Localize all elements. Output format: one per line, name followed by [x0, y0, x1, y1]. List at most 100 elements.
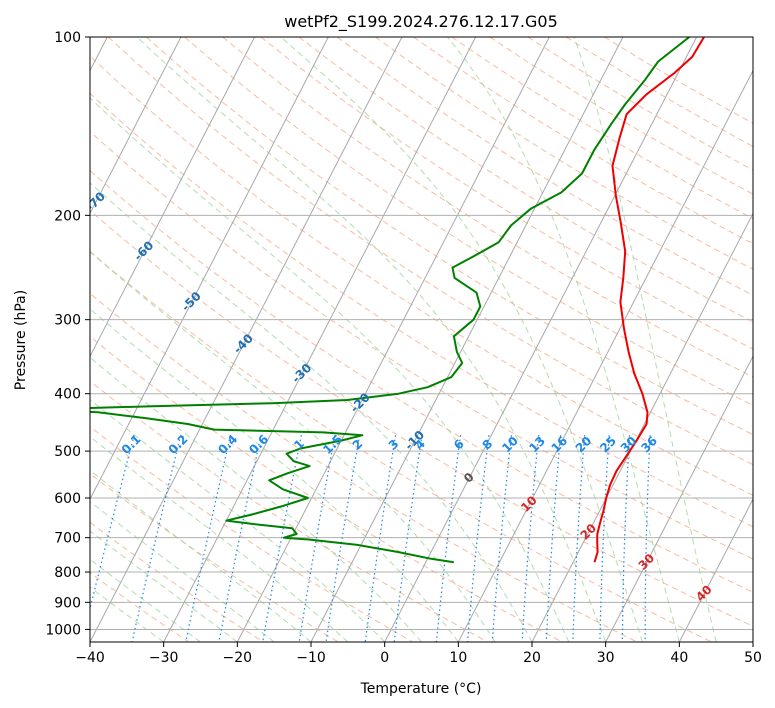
isotherm-line: [90, 37, 256, 358]
mixing-ratio-label: 16: [548, 434, 570, 456]
mixing-ratio-line: [364, 435, 397, 642]
mixing-ratio-line: [599, 435, 610, 642]
dry-adiabat-line: [90, 92, 753, 528]
moist-adiabat-line: [90, 97, 570, 642]
x-tick-label: 30: [597, 650, 615, 666]
moist-adiabat-line: [447, 37, 680, 642]
isotherm-line: [236, 37, 550, 642]
mixing-ratio-label: 20: [573, 434, 595, 456]
temperature-label: -70: [83, 189, 108, 214]
isotherm-line: [678, 498, 753, 642]
moist-adiabat-line: [90, 530, 238, 642]
moist-adiabat-line: [90, 586, 164, 642]
moist-adiabat-line: [90, 500, 275, 642]
dry-adiabat-line: [90, 169, 753, 593]
y-axis-label: Pressure (hPa): [13, 290, 29, 390]
dry-adiabat-line: [90, 572, 190, 642]
temperature-label: -90: [0, 101, 6, 126]
temperature-label-red: 20: [577, 521, 599, 543]
temperature-label-red: 40: [693, 582, 715, 604]
mixing-ratio-label: 1.5: [320, 432, 345, 457]
isotherm-line: [457, 69, 753, 642]
temperature-label: -80: [34, 142, 59, 167]
plot-area: -100-90-80-70-60-50-40-30-20-10010203040…: [0, 37, 753, 642]
x-tick-label: −10: [296, 650, 326, 666]
moist-adiabat-line: [136, 37, 607, 642]
temperature-label: -40: [231, 331, 256, 356]
temperature-profile-line: [593, 37, 705, 563]
y-tick-label: 600: [54, 491, 81, 507]
isotherm-line: [310, 37, 624, 642]
dewpoint-profile-line: [90, 37, 690, 564]
mixing-ratio-label: 0.4: [215, 432, 240, 457]
moist-adiabat-line: [90, 398, 386, 642]
y-tick-label: 500: [54, 444, 81, 460]
mixing-ratio-line: [185, 435, 231, 642]
x-tick-label: 20: [523, 650, 541, 666]
dry-adiabat-line: [489, 37, 753, 195]
isotherm-line: [752, 640, 753, 642]
y-tick-label: 700: [54, 531, 81, 547]
mixing-ratio-lines: [90, 435, 651, 642]
mixing-ratio-label: 30: [618, 434, 640, 456]
moist-adiabat-line: [90, 308, 459, 642]
x-tick-label: 40: [670, 650, 688, 666]
x-tick-label: −20: [223, 650, 253, 666]
isotherm-line: [605, 355, 753, 642]
x-tick-label: 10: [449, 650, 467, 666]
x-tick-label: 50: [744, 650, 762, 666]
mixing-ratio-label: 36: [638, 434, 660, 456]
dry-adiabat-line: [90, 521, 264, 642]
isotherm-line: [163, 37, 477, 642]
x-axis: −40 −30 −20 −10 0 10 20 30 40 50: [75, 642, 762, 666]
dry-adiabat-line: [90, 335, 563, 642]
dry-adiabat-line: [90, 426, 414, 642]
y-tick-label: 300: [54, 313, 81, 329]
dry-adiabat-line: [90, 292, 638, 642]
temperature-label: -50: [179, 289, 204, 314]
mixing-ratio-label: 2: [350, 437, 366, 453]
chart-title: wetPf2_S199.2024.276.12.17.G05: [284, 12, 558, 32]
mixing-ratio-line: [393, 435, 423, 642]
mixing-ratio-line: [90, 435, 135, 611]
y-tick-label: 1000: [45, 622, 81, 638]
mixing-ratio-label: 25: [597, 434, 619, 456]
x-axis-label: Temperature (°C): [360, 681, 482, 697]
moist-adiabat-line: [280, 37, 643, 642]
moist-adiabat-line: [90, 558, 201, 642]
mixing-ratio-line: [325, 435, 361, 642]
moist-adiabat-line: [90, 469, 312, 642]
y-axis: 100 200 300 400 500 600 700 800 900 1000: [45, 30, 90, 638]
y-tick-label: 900: [54, 595, 81, 611]
isotherms: [90, 37, 753, 642]
dry-adiabat-line: [146, 37, 753, 436]
x-tick-label: −40: [75, 650, 105, 666]
dry-adiabat-line: [184, 37, 753, 407]
moist-adiabat-line: [90, 435, 349, 642]
isotherm-line: [90, 37, 403, 642]
moist-adiabat-line: [90, 182, 533, 642]
mixing-ratio-line: [491, 435, 513, 642]
dry-adiabat-line: [90, 380, 488, 642]
mixing-ratio-label: 0.6: [246, 432, 271, 457]
isotherm-line: [384, 37, 698, 642]
dry-adiabat-line: [90, 209, 753, 627]
dry-adiabat-line: [298, 37, 753, 323]
y-tick-label: 200: [54, 208, 81, 224]
mixing-ratio-label: 13: [526, 434, 548, 456]
mixing-ratio-label: 10: [499, 434, 521, 456]
temperature-label: -60: [131, 238, 156, 263]
isotherm-line: [90, 37, 182, 215]
profile-series: [90, 37, 705, 564]
dry-adiabat-line: [90, 55, 753, 496]
mixing-ratio-line: [621, 435, 631, 642]
plot-frame: [89, 36, 754, 643]
dry-adiabat-line: [527, 37, 753, 171]
dry-adiabat-line: [336, 37, 753, 296]
mixing-ratio-line: [131, 435, 182, 642]
y-tick-label: 400: [54, 387, 81, 403]
dry-adiabat-line: [260, 37, 753, 350]
x-tick-label: 0: [380, 650, 389, 666]
mixing-ratio-line: [644, 435, 651, 642]
